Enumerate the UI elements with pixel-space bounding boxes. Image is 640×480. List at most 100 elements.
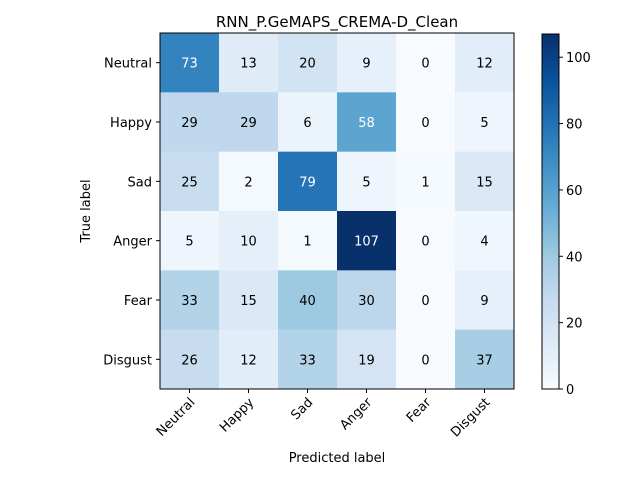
cell-value-label: 9 [362, 57, 370, 72]
cell-value-label: 0 [421, 57, 429, 72]
heatmap-cell [219, 33, 279, 93]
heatmap-cell [278, 92, 338, 152]
cell-value-label: 33 [299, 353, 316, 368]
cell-value-label: 25 [181, 175, 198, 190]
cell-value-label: 2 [244, 175, 252, 190]
heatmap-cells: 73 13 20 9 0 12 29 29 6 58 0 5 25 2 79 5 1 15 5 10 1 107 0 4 33 1… [160, 33, 515, 390]
cell-value-label: 15 [476, 175, 493, 190]
cell-value-label: 58 [358, 116, 375, 131]
cell-value-label: 30 [358, 294, 375, 309]
heatmap-cell [160, 211, 220, 271]
heatmap-cell [337, 33, 397, 93]
cell-value-label: 5 [480, 116, 488, 131]
y-axis-label: True label [79, 179, 94, 243]
cell-value-label: 37 [476, 353, 493, 368]
heatmap-cell [337, 151, 397, 212]
cell-value-label: 29 [181, 116, 198, 131]
heatmap-cell [219, 151, 279, 212]
cell-value-label: 26 [181, 353, 198, 368]
y-tick-label: Anger [113, 235, 152, 250]
cell-value-label: 33 [181, 294, 198, 309]
x-tick-label: Happy [217, 395, 257, 435]
chart-title: RNN_P.GeMAPS_CREMA-D_Clean [216, 13, 458, 32]
heatmap-cell [396, 329, 456, 390]
heatmap-cell [278, 211, 338, 271]
cell-value-label: 12 [476, 57, 493, 72]
cell-value-label: 73 [181, 57, 198, 72]
heatmap-cell [219, 92, 279, 152]
heatmap-cell [278, 329, 338, 390]
cell-value-label: 5 [185, 235, 193, 250]
cell-value-label: 10 [240, 235, 257, 250]
cell-value-label: 6 [303, 116, 311, 131]
colorbar-tick-label: 40 [566, 250, 583, 265]
colorbar-tick-label: 80 [566, 118, 583, 133]
heatmap-cell [455, 92, 515, 152]
cell-value-label: 20 [299, 57, 316, 72]
cell-value-label: 1 [421, 175, 429, 190]
cell-value-label: 5 [362, 175, 370, 190]
x-axis-label: Predicted label [289, 451, 386, 466]
heatmap-cell [219, 329, 279, 390]
y-tick-label: Fear [124, 294, 153, 309]
x-tick-label: Sad [288, 395, 316, 423]
heatmap-cell [278, 33, 338, 93]
cell-value-label: 12 [240, 353, 257, 368]
heatmap-cell [160, 92, 220, 152]
cell-value-label: 13 [240, 57, 257, 72]
colorbar-tick-label: 100 [566, 51, 591, 66]
x-tick-label: Anger [337, 395, 375, 433]
colorbar-gradient [542, 34, 559, 389]
y-tick-label: Sad [128, 175, 152, 190]
cell-value-label: 4 [480, 235, 488, 250]
heatmap-cell [278, 151, 338, 212]
cell-value-label: 9 [480, 294, 488, 309]
heatmap-cell [455, 329, 515, 390]
cell-value-label: 19 [358, 353, 375, 368]
y-tick-label: Neutral [104, 57, 152, 72]
cell-value-label: 1 [303, 235, 311, 250]
y-axis-ticks: Neutral Happy Sad Anger Fear Disgust [103, 57, 160, 368]
heatmap-cell [396, 33, 456, 93]
heatmap-cell [396, 211, 456, 271]
heatmap-cell [160, 33, 220, 93]
cell-value-label: 0 [421, 116, 429, 131]
cell-value-label: 29 [240, 116, 257, 131]
heatmap-cell [160, 151, 220, 212]
heatmap-cell [337, 211, 397, 271]
heatmap-cell [337, 329, 397, 390]
x-tick-label: Neutral [154, 395, 199, 440]
cell-value-label: 40 [299, 294, 316, 309]
colorbar-tick-label: 60 [566, 184, 583, 199]
heatmap-cell [455, 211, 515, 271]
plot-frame [159, 32, 515, 390]
y-tick-label: Happy [110, 116, 152, 131]
x-axis-ticks: Neutral Happy Sad Anger Fear Disgust [154, 389, 493, 440]
heatmap-cell [337, 92, 397, 152]
heatmap-cell [160, 329, 220, 390]
heatmap-cell [455, 33, 515, 93]
colorbar-tick-label: 0 [566, 383, 574, 398]
cell-value-label: 107 [354, 235, 379, 250]
cell-value-label: 79 [299, 175, 316, 190]
cell-value-label: 15 [240, 294, 257, 309]
heatmap-cell [219, 211, 279, 271]
cell-value-label: 0 [421, 294, 429, 309]
heatmap-cell [455, 270, 515, 330]
heatmap-cell [396, 92, 456, 152]
x-tick-label: Disgust [448, 395, 493, 440]
cell-value-label: 0 [421, 353, 429, 368]
colorbar: 0 20 40 60 80 100 [541, 33, 591, 398]
heatmap-cell [396, 151, 456, 212]
colorbar-tick-label: 20 [566, 317, 583, 332]
heatmap-cell [219, 270, 279, 330]
heatmap-cell [396, 270, 456, 330]
colorbar-frame [541, 33, 560, 390]
heatmap-cell [337, 270, 397, 330]
heatmap-cell [160, 270, 220, 330]
x-tick-label: Fear [404, 395, 435, 426]
y-tick-label: Disgust [103, 353, 152, 368]
heatmap-cell [278, 270, 338, 330]
cell-value-label: 0 [421, 235, 429, 250]
